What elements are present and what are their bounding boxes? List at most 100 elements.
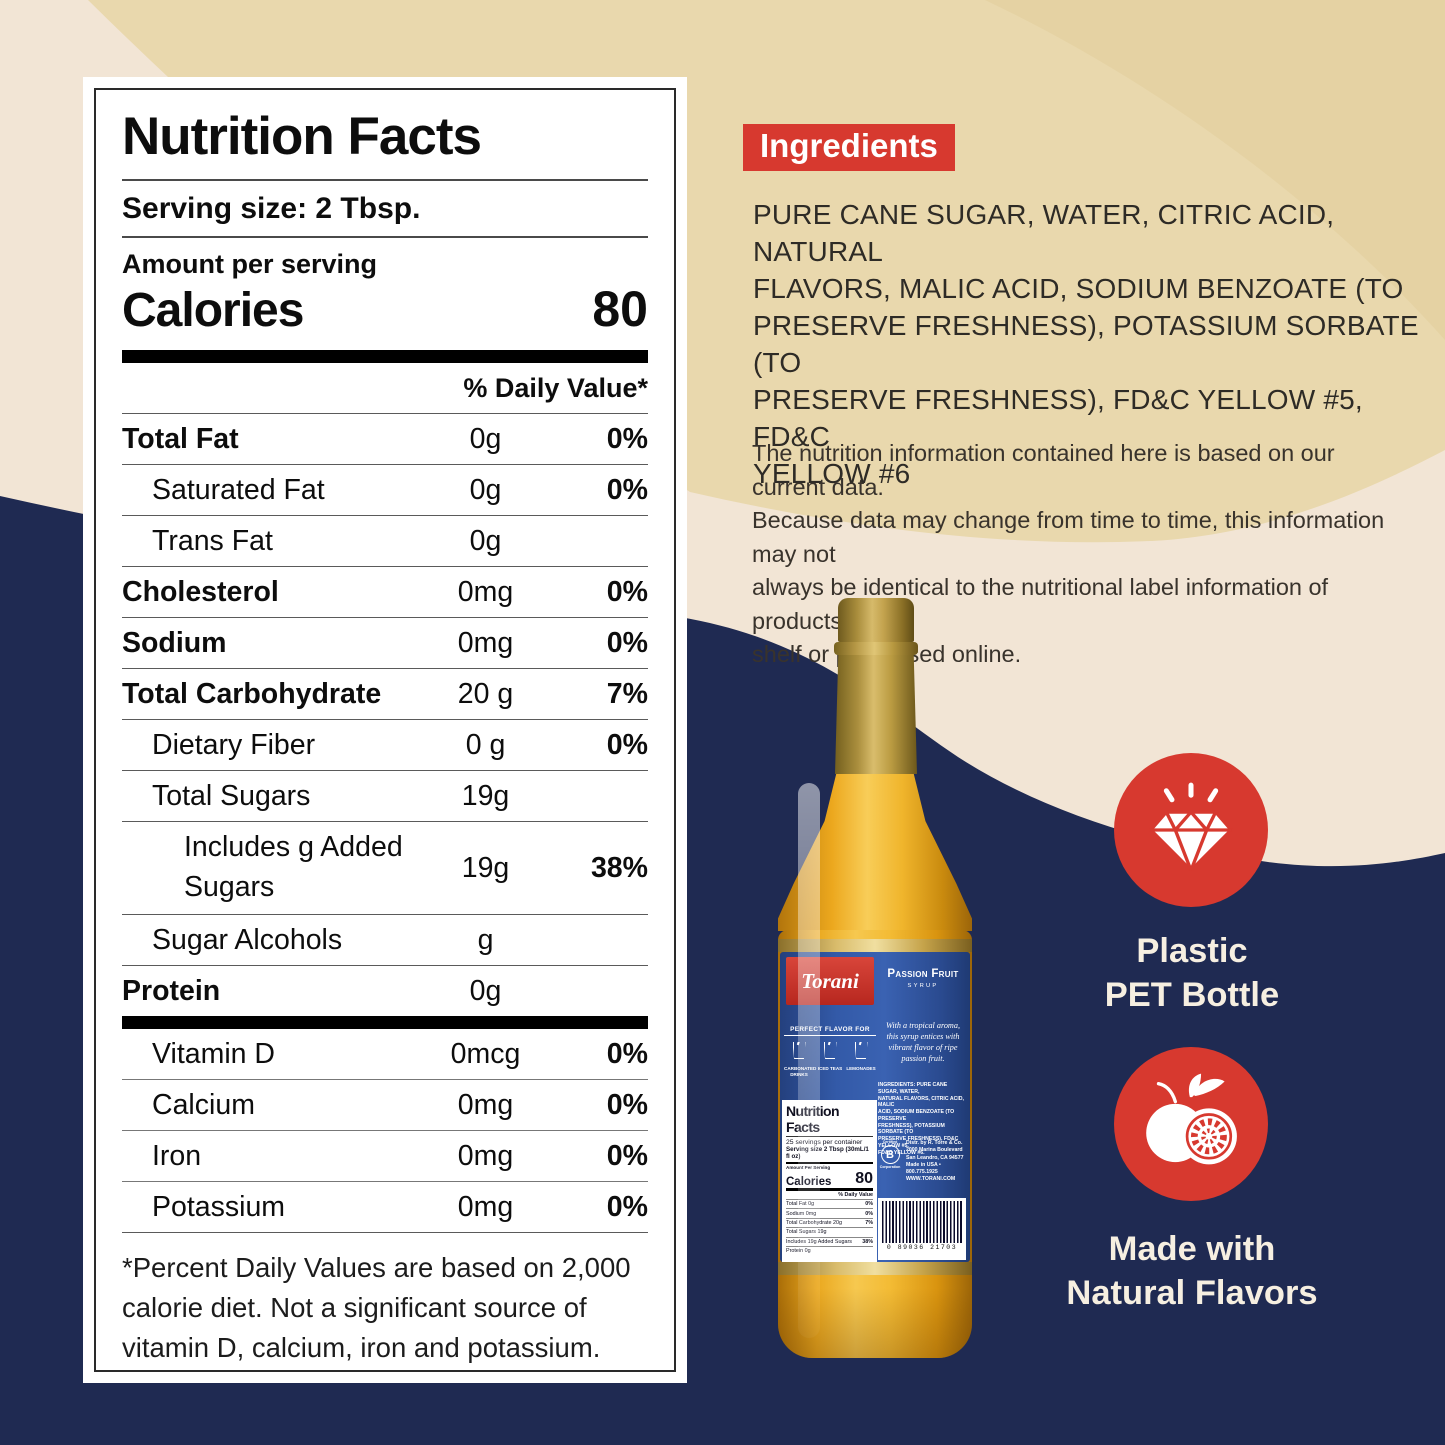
vitamin-rows: Vitamin D 0mcg 0% Calcium 0mg 0% Iron 0mg 0% Pota…: [122, 1029, 648, 1232]
label-ingredients-line: ACID, SODIUM BENZOATE (TO PRESERVE: [878, 1109, 955, 1122]
beverage-cup-icon: [823, 1042, 837, 1059]
label-ingredients-line: INGREDIENTS: PURE CANE SUGAR, WATER,: [878, 1082, 948, 1095]
beverage-use: LEMONADES: [846, 1042, 876, 1077]
footnote-line: vitamin D, calcium, iron and potassium.: [122, 1332, 601, 1363]
serving-size: Serving size: 2 Tbsp.: [122, 192, 421, 225]
nutrition-facts-card: Nutrition Facts Serving size: 2 Tbsp. Am…: [83, 77, 687, 1383]
nutrient-name: Saturated Fat: [152, 473, 325, 506]
calories-row: Calories 80: [122, 280, 648, 350]
nutrient-rows: Total Fat 0g 0% Saturated Fat 0g 0% Trans Fat 0…: [122, 413, 648, 1016]
footnote-line: calorie diet. Not a significant source o…: [122, 1292, 587, 1323]
mini-nutrient-value: 38%: [862, 1238, 873, 1245]
certified-word: Certified: [882, 1140, 898, 1144]
barcode-stripes: [882, 1201, 962, 1243]
distributor-line: Distr. by R. Torre & Co.: [906, 1140, 963, 1146]
nutrient-daily-value: 0%: [606, 626, 648, 659]
beverage-use: ICED TEAS: [815, 1042, 845, 1077]
nutrition-facts-title: Nutrition Facts: [122, 107, 482, 166]
label-gold-band-bottom: [778, 1262, 972, 1275]
vitamin-amount: 0mg: [457, 1139, 514, 1172]
footnote-line: *Percent Daily Values are based on 2,000: [122, 1252, 631, 1283]
beverage-cup-icon: [854, 1042, 868, 1059]
vitamin-daily-value: 0%: [606, 1088, 648, 1121]
tagline-line: With a tropical aroma,: [886, 1021, 960, 1030]
b-corp-logo: Certified B Corporation: [878, 1140, 902, 1184]
caption-line: Natural Flavors: [1066, 1274, 1318, 1312]
barcode-digits: 0 89036 21703: [886, 1244, 958, 1251]
vitamin-name: Iron: [152, 1139, 202, 1172]
label-ingredients-line: FD&C YELLOW #6.: [878, 1149, 925, 1156]
nutrient-amount: 0g: [469, 473, 502, 506]
vitamin-name: Calcium: [152, 1088, 255, 1121]
nutrient-row: Trans Fat 0g: [122, 515, 648, 566]
nutrient-row: Total Sugars 19g: [122, 770, 648, 821]
corporation-word: Corporation: [879, 1165, 901, 1169]
mini-calories-value: 80: [855, 1170, 873, 1187]
nutrient-row: Protein 0g: [122, 965, 648, 1016]
nutrient-amount: 20 g: [457, 677, 514, 710]
vitamin-name: Potassium: [152, 1190, 286, 1223]
nutrient-name: Trans Fat: [152, 524, 273, 557]
caption-line: Made with: [1108, 1230, 1276, 1268]
disclaimer-line: always be identical to the nutritional l…: [752, 574, 1329, 634]
nutrient-daily-value: 7%: [606, 677, 648, 710]
daily-value-footnote: *Percent Daily Values are based on 2,000…: [122, 1233, 648, 1368]
ingredients-heading: Ingredients: [743, 124, 955, 171]
passion-fruit-icon: [1146, 1073, 1237, 1165]
calories-value: 80: [592, 281, 648, 337]
certification-distributor: Certified B Corporation Distr. by R. Tor…: [878, 1140, 968, 1184]
vitamin-daily-value: 0%: [606, 1139, 648, 1172]
nutrient-amount: 0g: [469, 524, 502, 557]
natural-flavors-badge: [1114, 1047, 1268, 1201]
flavor-name: Passion Fruit: [887, 968, 959, 980]
mini-nutrient-value: 7%: [865, 1219, 873, 1226]
nutrient-name: Total Fat: [122, 422, 239, 455]
diamond-icon: [1149, 782, 1233, 872]
tagline-line: this syrup entices with: [886, 1032, 960, 1042]
plastic-bottle-badge: [1114, 753, 1268, 907]
plastic-bottle-caption: Plastic PET Bottle: [1022, 929, 1362, 1017]
vitamin-row: Potassium 0mg 0%: [122, 1181, 648, 1232]
nutrient-amount: 19g: [461, 851, 510, 884]
vitamin-amount: 0mcg: [450, 1037, 521, 1070]
vitamin-row: Vitamin D 0mcg 0%: [122, 1029, 648, 1079]
nutrient-name: Sugar Alcohols: [152, 923, 343, 956]
bottle-neck-foil: [835, 655, 917, 774]
daily-value-header: % Daily Value*: [463, 373, 648, 403]
nutrient-name: Total Sugars: [152, 779, 311, 812]
label-ingredients-line: NATURAL FLAVORS, CITRIC ACID, MALIC: [878, 1095, 964, 1109]
syrup-word: SYRUP: [907, 983, 939, 989]
nutrient-daily-value: 0%: [606, 575, 648, 608]
distributor-info: Distr. by R. Torre & Co. 2000 Marina Boul…: [906, 1140, 968, 1184]
thick-divider: [122, 350, 648, 363]
nutrient-amount: 19g: [461, 779, 510, 812]
mini-nutrition-panel: Nutrition Facts 25 servings per containe…: [782, 1100, 877, 1262]
divider: [122, 1232, 648, 1233]
beverage-use-caption: ICED TEAS: [817, 1066, 843, 1071]
nutrient-amount: 0mg: [457, 575, 514, 608]
mini-nutrient-value: 0%: [865, 1210, 873, 1217]
nutrient-daily-value: 0%: [606, 473, 648, 506]
nutrient-daily-value: 0%: [606, 728, 648, 761]
nutrient-amount: g: [477, 923, 494, 956]
tagline-line: passion fruit.: [901, 1054, 945, 1064]
beverage-use-caption: LEMONADES: [846, 1066, 876, 1071]
nutrient-amount: 0mg: [457, 626, 514, 659]
mini-serving-size: Serving size 2 Tbsp (30mL/1 fl oz): [786, 1146, 869, 1160]
distributor-line: WWW.TORANI.COM: [906, 1176, 956, 1183]
ingredients-line: YELLOW #6: [753, 458, 911, 489]
nutrient-row: Includes g Added Sugars 19g 38%: [122, 821, 648, 914]
thick-divider: [122, 1016, 648, 1029]
nutrient-name: Dietary Fiber: [152, 728, 316, 761]
nutrient-row: Dietary Fiber 0 g 0%: [122, 719, 648, 770]
nutrient-name: Total Carbohydrate: [122, 677, 382, 710]
caption-line: PET Bottle: [1104, 976, 1280, 1014]
calories-label: Calories: [122, 284, 304, 337]
bottle-highlight: [798, 783, 820, 1338]
vitamin-row: Calcium 0mg 0%: [122, 1079, 648, 1130]
label-ingredients-line: FRESHNESS), POTASSIUM SORBATE (TO: [878, 1122, 945, 1136]
distributor-line: 2000 Marina Boulevard: [906, 1147, 963, 1154]
nutrient-daily-value: 0%: [606, 422, 648, 455]
distributor-line: Made in USA • 800.775.1925: [906, 1161, 941, 1176]
